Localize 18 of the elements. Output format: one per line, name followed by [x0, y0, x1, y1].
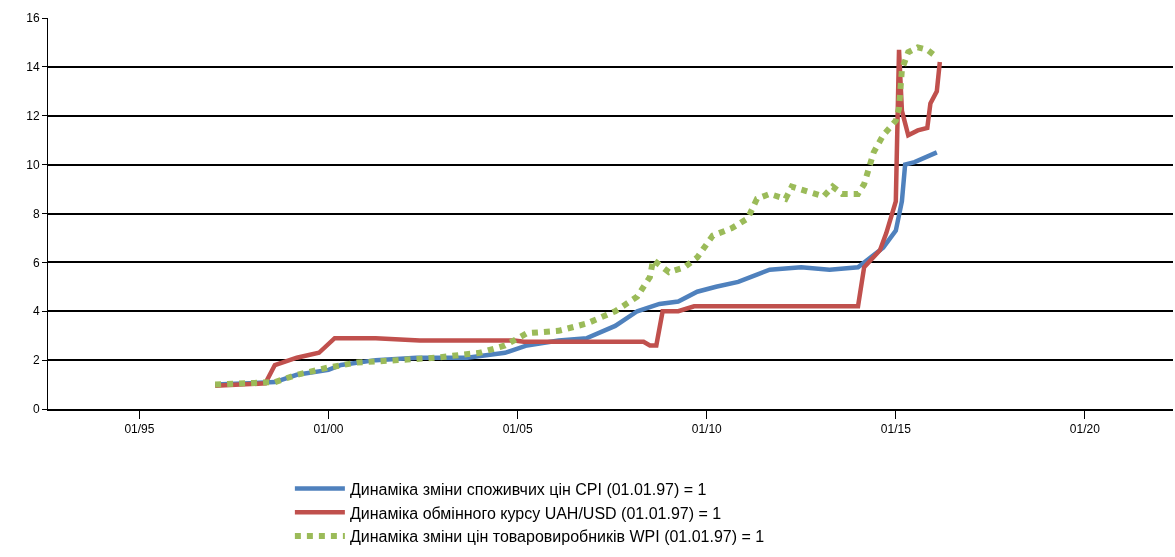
y-tick-label: 14 — [26, 60, 40, 75]
x-tick-label: 01/95 — [124, 422, 155, 437]
legend-label: Динаміка обмінного курсу UAH/USD (01.01.97) = 1 — [349, 504, 722, 522]
y-tick-label: 0 — [32, 402, 40, 417]
y-tick-label: 8 — [32, 206, 40, 221]
y-tick-label: 6 — [32, 255, 40, 270]
x-tick-label: 01/15 — [880, 422, 912, 437]
y-tick-label: 4 — [32, 304, 40, 319]
x-tick-label: 01/05 — [502, 422, 534, 437]
y-tick-label: 10 — [26, 157, 40, 172]
legend-label: Динаміка зміни цін товаровиробників WPI (01.01.97) = 1 — [349, 528, 765, 546]
y-tick-label: 2 — [32, 353, 40, 368]
x-tick-label: 01/00 — [313, 422, 344, 437]
legend-label: Динаміка зміни споживчих цін CPI (01.01.97) = 1 — [349, 480, 707, 498]
y-tick-label: 16 — [26, 11, 40, 26]
y-tick-label: 12 — [26, 108, 40, 123]
x-tick-label: 01/10 — [691, 422, 723, 437]
x-tick-label: 01/20 — [1069, 422, 1101, 437]
